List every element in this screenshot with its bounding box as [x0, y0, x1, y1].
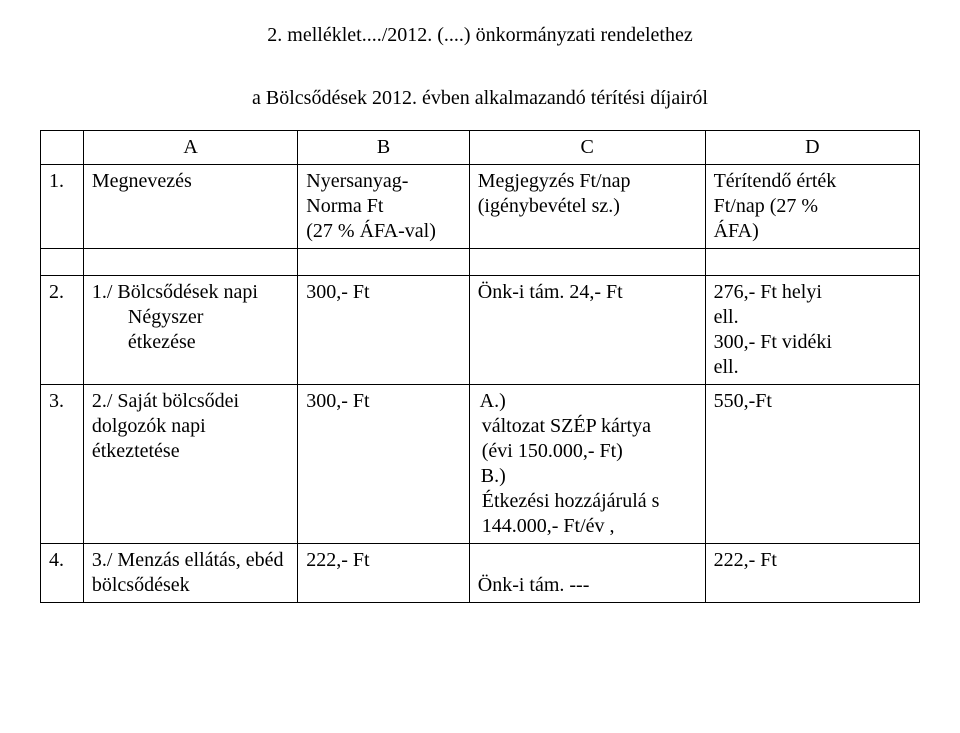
table-row: 2. 1./ Bölcsődések napi Négyszer étkezés…: [41, 276, 920, 385]
row-number: 3.: [41, 385, 84, 544]
header-col-a: A: [83, 131, 297, 165]
header-col-c: C: [469, 131, 705, 165]
row-b: 222,- Ft: [298, 544, 470, 603]
table-row: 1. Megnevezés Nyersanyag- Norma Ft (27 %…: [41, 165, 920, 249]
row-c: Megjegyzés Ft/nap (igénybevétel sz.): [469, 165, 705, 249]
cell-line: ell.: [714, 356, 739, 378]
row-b: Nyersanyag- Norma Ft (27 % ÁFA-val): [298, 165, 470, 249]
cell-line: dolgozók napi: [92, 415, 206, 437]
option-b-text: Étkezési hozzájárulá s 144.000,- Ft/év ,: [478, 489, 665, 539]
row-d: 550,-Ft: [705, 385, 919, 544]
cell-line: 2./ Saját bölcsődei: [92, 390, 239, 412]
header-blank: [41, 131, 84, 165]
fee-table: A B C D 1. Megnevezés Nyersanyag- Norma …: [40, 130, 920, 603]
cell-line: 300,- Ft vidéki: [714, 331, 832, 353]
cell-subline: Négyszer: [92, 305, 289, 330]
cell-line: Nyersanyag-: [306, 170, 408, 192]
cell-line: étkeztetése: [92, 440, 180, 462]
table-row: 3. 2./ Saját bölcsődei dolgozók napi étk…: [41, 385, 920, 544]
row-c: A.) változat SZÉP kártya (évi 150.000,- …: [469, 385, 705, 544]
row-name: 1./ Bölcsődések napi Négyszer étkezése: [83, 276, 297, 385]
cell-line: ell.: [714, 306, 739, 328]
cell-line: bölcsődések: [92, 574, 190, 596]
row-name: Megnevezés: [83, 165, 297, 249]
option-a-label: A.): [478, 389, 506, 414]
row-number: 1.: [41, 165, 84, 249]
cell-line: Önk-i tám. ---: [478, 574, 590, 596]
cell-line: Ft/nap (27 %: [714, 195, 818, 217]
row-name: 3./ Menzás ellátás, ebéd bölcsődések: [83, 544, 297, 603]
option-a-text: változat SZÉP kártya (évi 150.000,- Ft): [478, 414, 665, 464]
option-b-label: B.): [478, 464, 506, 489]
cell-line: (igénybevétel sz.): [478, 195, 620, 217]
page-subtitle: a Bölcsődések 2012. évben alkalmazandó t…: [40, 87, 920, 110]
header-col-d: D: [705, 131, 919, 165]
cell-line: Térítendő érték: [714, 170, 837, 192]
cell-line: 3./ Menzás ellátás, ebéd: [92, 549, 284, 571]
row-c: Önk-i tám. ---: [469, 544, 705, 603]
cell-line: 1./ Bölcsődések napi: [92, 281, 258, 303]
row-d: 276,- Ft helyi ell. 300,- Ft vidéki ell.: [705, 276, 919, 385]
row-d: 222,- Ft: [705, 544, 919, 603]
row-c: Önk-i tám. 24,- Ft: [469, 276, 705, 385]
row-b: 300,- Ft: [298, 276, 470, 385]
row-b: 300,- Ft: [298, 385, 470, 544]
table-spacer-row: [41, 249, 920, 276]
table-header-row: A B C D: [41, 131, 920, 165]
header-col-b: B: [298, 131, 470, 165]
row-number: 4.: [41, 544, 84, 603]
row-number: 2.: [41, 276, 84, 385]
cell-line: ÁFA): [714, 220, 759, 242]
page-title: 2. melléklet..../2012. (....) önkormányz…: [40, 24, 920, 47]
cell-line: 276,- Ft helyi: [714, 281, 822, 303]
cell-line: (27 % ÁFA-val): [306, 220, 436, 242]
table-row: 4. 3./ Menzás ellátás, ebéd bölcsődések …: [41, 544, 920, 603]
row-name: 2./ Saját bölcsődei dolgozók napi étkezt…: [83, 385, 297, 544]
cell-subline: étkezése: [92, 330, 289, 355]
cell-line: Megjegyzés Ft/nap: [478, 170, 631, 192]
cell-line: Norma Ft: [306, 195, 383, 217]
row-d: Térítendő érték Ft/nap (27 % ÁFA): [705, 165, 919, 249]
